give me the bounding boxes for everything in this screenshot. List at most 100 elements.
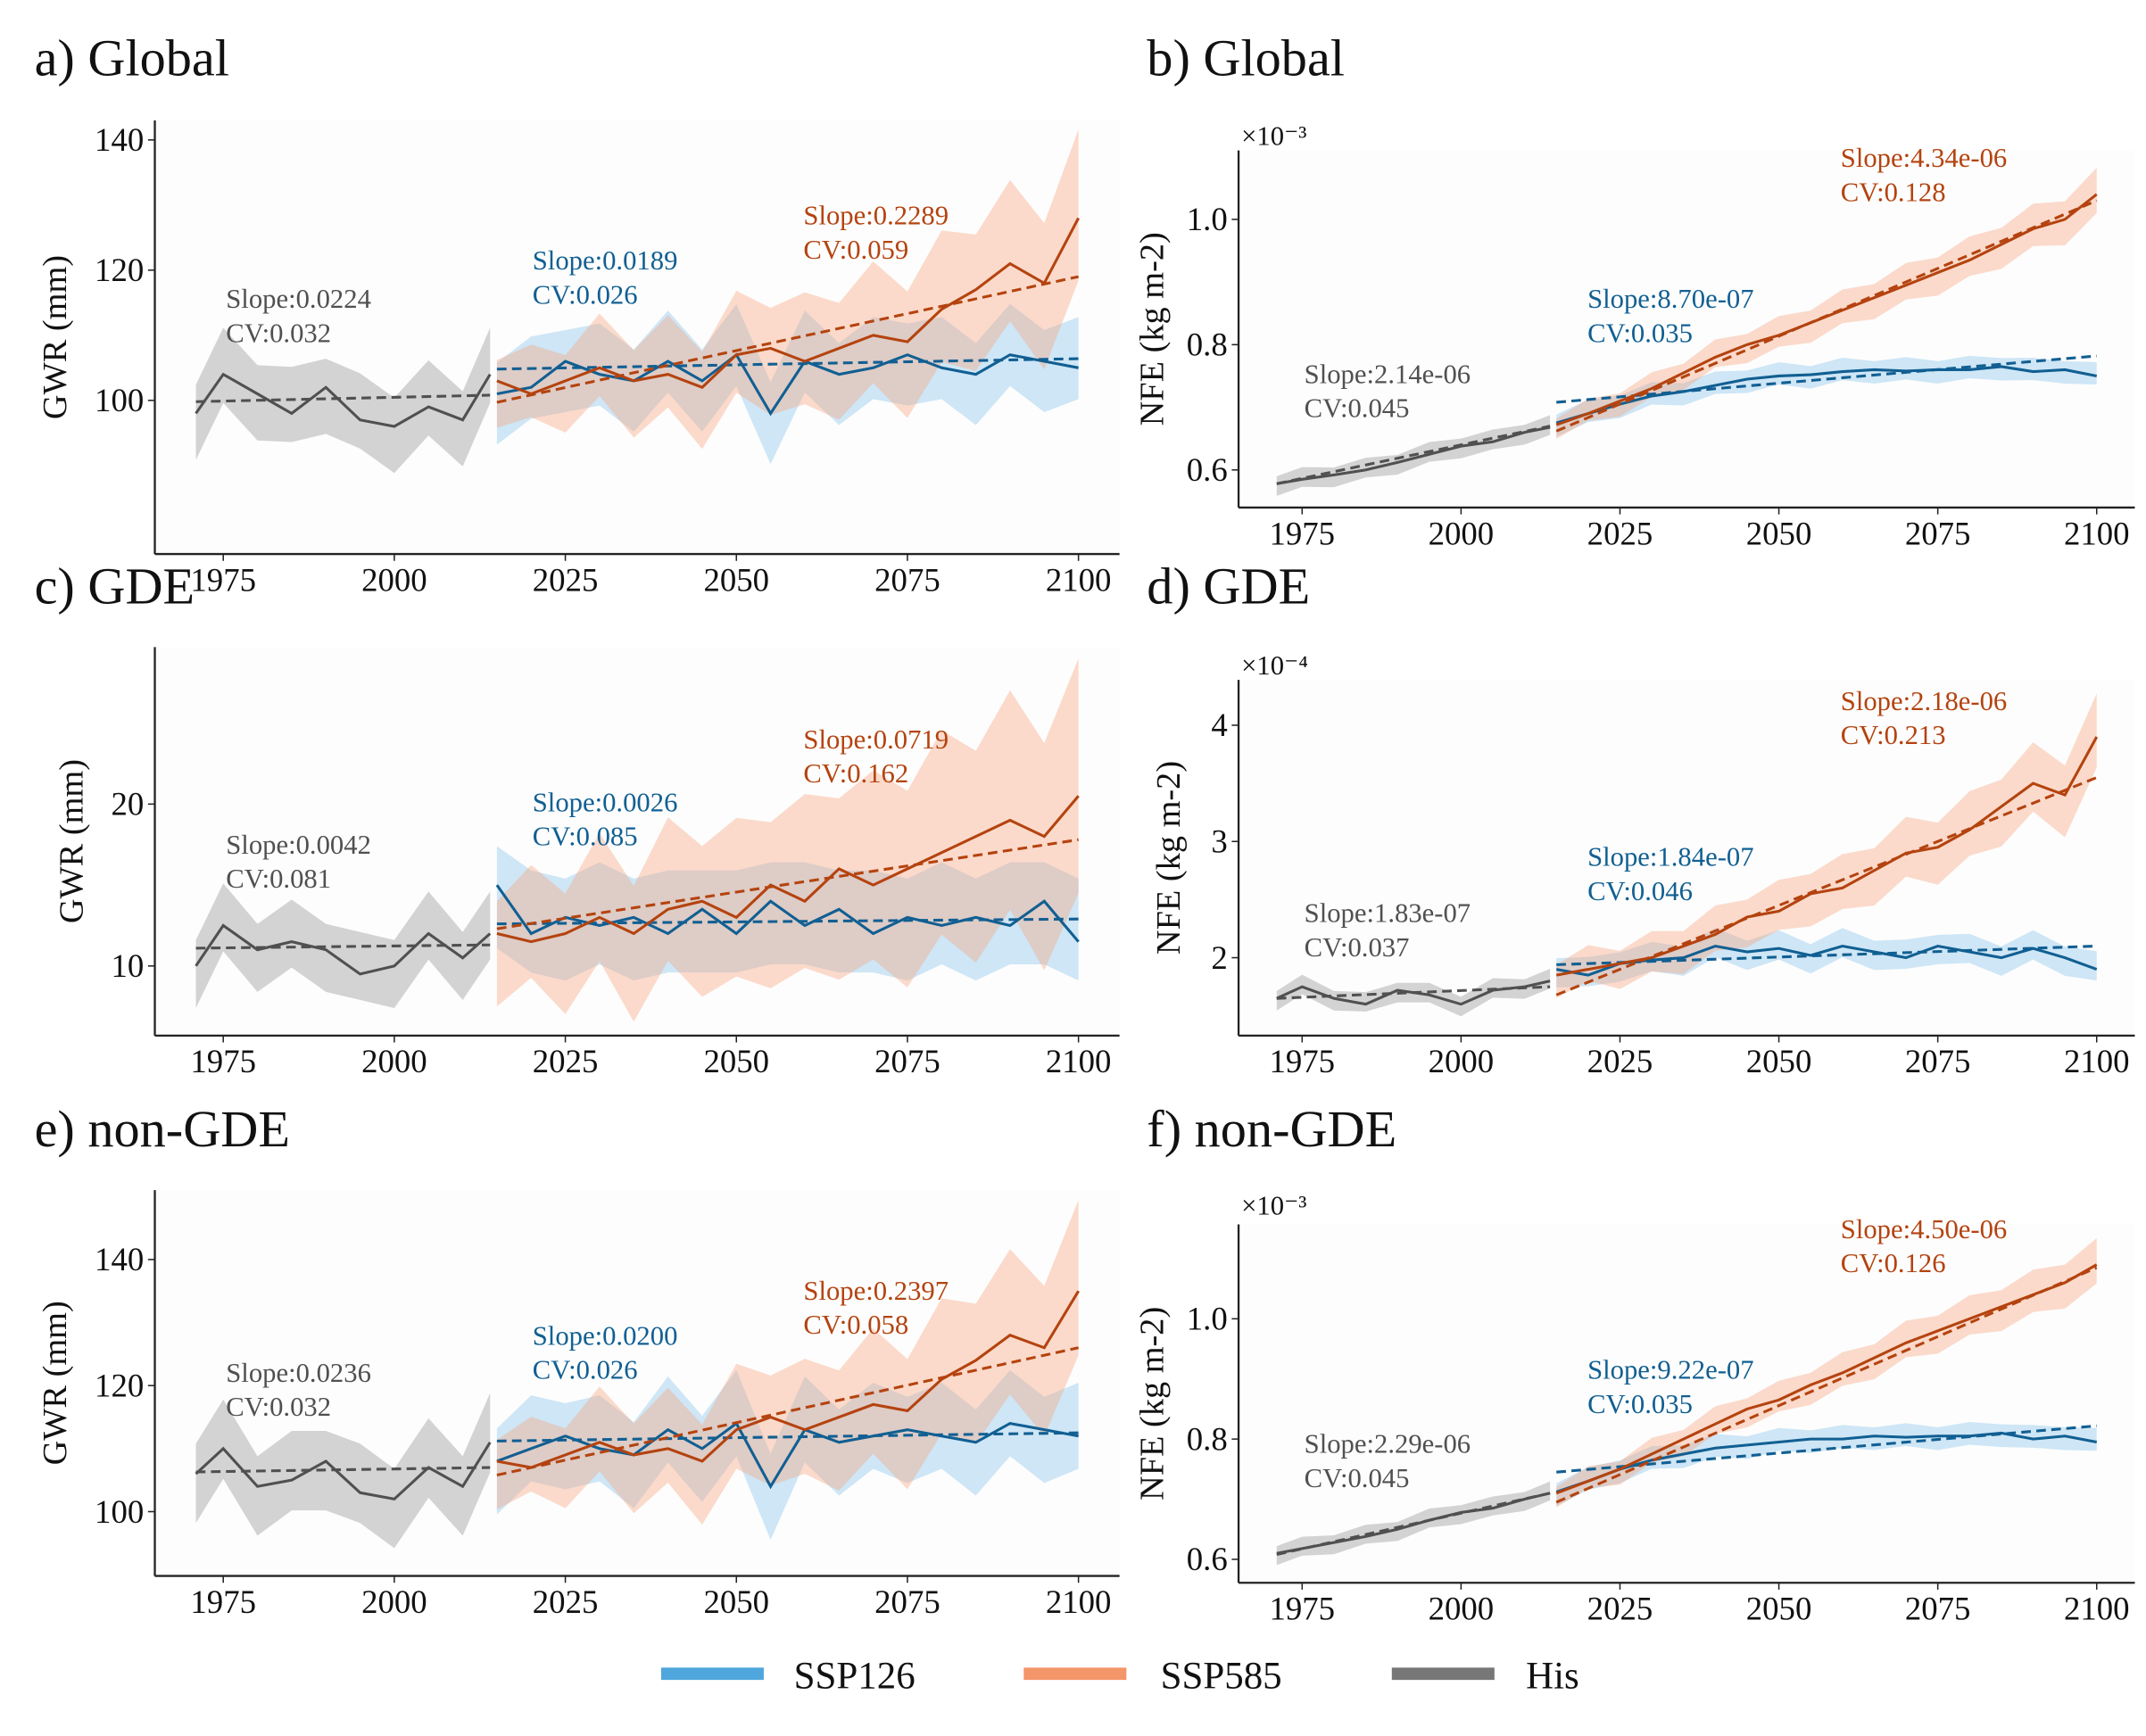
cv-annotation: CV:0.035: [1587, 1389, 1693, 1419]
cv-annotation: CV:0.026: [533, 1355, 638, 1385]
panel-c: c) GDE GWR (mm) Slope:0.0042 CV:0.081 Slope:…: [35, 557, 1120, 1079]
trend-his: [195, 393, 491, 403]
x-tick-label: 2075: [874, 561, 940, 598]
y-axis-label: GWR (mm): [37, 255, 74, 419]
legend: SSP126 SSP585 His: [660, 1655, 1579, 1697]
cv-annotation: CV:0.126: [1841, 1248, 1946, 1278]
trend-ssp585: [1555, 1266, 2098, 1504]
cv-annotation: CV:0.035: [1587, 318, 1693, 348]
x-tick-label: 2100: [2064, 1591, 2130, 1627]
x-tick-label: 2100: [1046, 1043, 1112, 1079]
band-ssp126: [1556, 355, 2097, 437]
x-tick-label: 2050: [1746, 1043, 1812, 1079]
x-tick-label: 2075: [1905, 1043, 1971, 1079]
x-tick-label: 1975: [190, 1043, 256, 1079]
band-ssp585: [1556, 167, 2097, 440]
line-his: [195, 372, 492, 428]
cv-annotation: CV:0.045: [1305, 1463, 1410, 1493]
y-tick-label: 1.0: [1187, 1301, 1228, 1337]
slope-annotation: Slope:4.50e-06: [1841, 1214, 2007, 1244]
x-tick-label: 2025: [1587, 1591, 1653, 1627]
line-his: [195, 1441, 492, 1501]
panel-title: a) Global: [35, 29, 229, 87]
slope-annotation: Slope:0.2289: [803, 200, 949, 230]
x-tick-label: 2025: [1587, 1043, 1653, 1079]
band-ssp126: [496, 303, 1079, 465]
legend-label: SSP126: [794, 1655, 916, 1697]
cv-annotation: CV:0.032: [226, 1392, 331, 1422]
trend-his: [195, 1466, 491, 1474]
line-his: [1276, 426, 1551, 485]
cv-annotation: CV:0.128: [1841, 177, 1946, 207]
x-tick-label: 2025: [533, 1583, 599, 1620]
y-tick-label: 0.6: [1187, 451, 1228, 488]
x-tick-label: 2075: [1905, 515, 1971, 551]
line-ssp126: [496, 352, 1079, 417]
band-ssp585: [496, 658, 1079, 1022]
cv-annotation: CV:0.037: [1305, 932, 1410, 963]
slope-annotation: Slope:2.29e-06: [1305, 1429, 1471, 1459]
trend-his: [1276, 1492, 1551, 1557]
trend-ssp126: [496, 1431, 1079, 1443]
y-tick-label: 4: [1211, 707, 1227, 743]
cv-annotation: CV:0.046: [1587, 876, 1693, 906]
x-tick-label: 2050: [1746, 1591, 1812, 1627]
band-his: [195, 1393, 491, 1549]
x-tick-label: 2025: [533, 1043, 599, 1079]
x-tick-label: 2025: [1587, 515, 1653, 551]
legend-label: SSP585: [1161, 1655, 1282, 1697]
x-tick-label: 2075: [1905, 1591, 1971, 1627]
band-ssp126: [496, 1369, 1079, 1540]
trend-his: [1276, 425, 1551, 485]
legend-swatch-ssp585: [1023, 1667, 1127, 1681]
slope-annotation: Slope:9.22e-07: [1587, 1355, 1753, 1385]
line-ssp585: [496, 217, 1080, 396]
band-ssp126: [1556, 1421, 2097, 1507]
band-his: [195, 883, 491, 1009]
x-tick-label: 2025: [533, 561, 599, 598]
slope-annotation: Slope:1.83e-07: [1305, 898, 1471, 929]
slope-annotation: Slope:8.70e-07: [1587, 284, 1753, 314]
y-tick-label: 100: [95, 1493, 144, 1530]
cv-annotation: CV:0.085: [533, 822, 638, 852]
y-axis-label: NFE (kg m-2): [1134, 1307, 1172, 1500]
band-ssp585: [496, 1200, 1079, 1525]
slope-annotation: Slope:0.0719: [803, 724, 949, 755]
trend-his: [1276, 985, 1551, 1000]
cv-annotation: CV:0.213: [1841, 720, 1946, 750]
slope-annotation: Slope:0.0189: [533, 245, 678, 276]
x-tick-label: 2075: [874, 1583, 940, 1620]
y-tick-label: 0.8: [1187, 327, 1228, 363]
panel-a: a) Global GWR (mm) Slope:0.0224 CV:0.032 Slo…: [35, 29, 1120, 598]
y-tick-label: 140: [95, 1241, 144, 1277]
x-tick-label: 2000: [361, 561, 427, 598]
axis-multiplier: ×10⁻³: [1241, 121, 1306, 152]
x-tick-label: 2050: [703, 561, 769, 598]
y-tick-label: 100: [95, 382, 144, 418]
slope-annotation: Slope:0.0236: [226, 1358, 371, 1388]
panel-title: d) GDE: [1147, 557, 1310, 615]
trend-ssp126: [496, 357, 1079, 371]
trend-ssp585: [496, 1346, 1079, 1477]
x-tick-label: 1975: [1269, 1043, 1335, 1079]
cv-annotation: CV:0.045: [1305, 393, 1410, 424]
y-axis-label: GWR (mm): [53, 759, 90, 923]
x-tick-label: 1975: [1269, 515, 1335, 551]
slope-annotation: Slope:0.0224: [226, 284, 371, 314]
y-tick-label: 3: [1211, 823, 1227, 860]
cv-annotation: CV:0.081: [226, 864, 331, 894]
x-tick-label: 2000: [361, 1043, 427, 1079]
panel-f: f) non-GDE NFE (kg m-2) ×10⁻³ Slope:2.29e-0…: [1134, 1100, 2135, 1627]
x-tick-label: 2100: [1046, 561, 1112, 598]
y-tick-label: 20: [111, 786, 144, 823]
cv-annotation: CV:0.162: [803, 758, 908, 789]
panel-title: f) non-GDE: [1147, 1100, 1396, 1158]
plot-area: [154, 120, 1120, 555]
x-tick-label: 2100: [2064, 1043, 2130, 1079]
panel-title: c) GDE: [35, 557, 195, 615]
x-tick-label: 2000: [361, 1583, 427, 1620]
line-ssp126: [1555, 944, 2098, 977]
legend-swatch-ssp126: [660, 1667, 764, 1681]
slope-annotation: Slope:2.14e-06: [1305, 359, 1471, 389]
slope-annotation: Slope:0.0200: [533, 1320, 678, 1351]
